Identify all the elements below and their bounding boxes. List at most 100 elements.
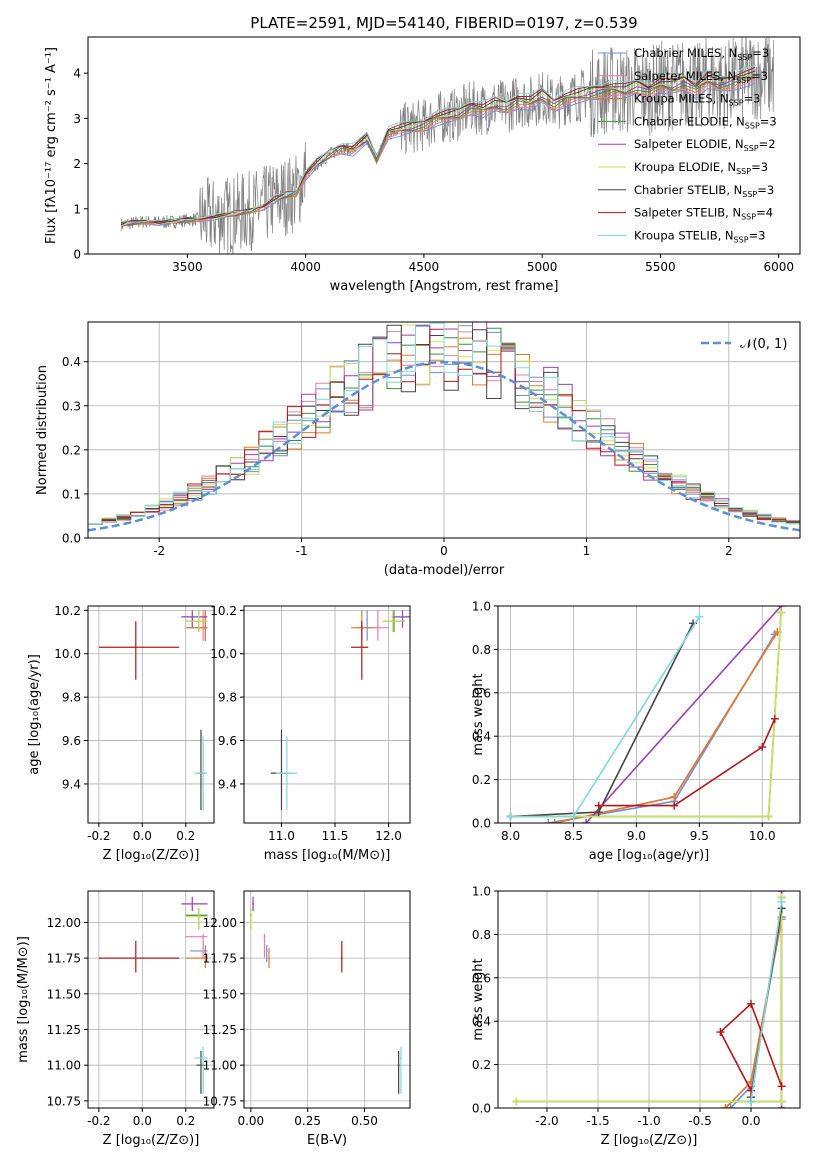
- y-tick-label: 3: [73, 112, 81, 126]
- x-tick-label: 10.0: [749, 829, 776, 843]
- weight-marker: [695, 612, 704, 621]
- legend-entry-count: =3: [751, 69, 768, 83]
- y-tick-label: 9.6: [218, 734, 237, 748]
- weight-line: [510, 612, 782, 818]
- y-tick-label: 0.4: [472, 1015, 491, 1029]
- y-tick-label: 11.75: [203, 952, 237, 966]
- x-axis-label: (data-model)/error: [384, 563, 505, 578]
- panel-mass-vs-Z: -0.2 0.0 0.2 10.75 11.00 11.25 11.50 11.75 12.00…: [16, 890, 215, 1148]
- y-tick-label: 10.2: [54, 604, 81, 618]
- weight-marker: [544, 819, 553, 823]
- y-tick-label: 0: [73, 248, 81, 262]
- y-tick-label: 0.2: [62, 443, 81, 457]
- weight-marker: [670, 792, 679, 801]
- y-tick-label: 0.6: [472, 686, 491, 700]
- x-tick-label: 0.50: [351, 1114, 378, 1128]
- y-tick-label: 0.4: [62, 355, 81, 369]
- model-spectrum-line: [121, 76, 756, 227]
- legend-entry-subscript: SSP: [737, 53, 752, 62]
- panel-spectrum: 3500 4000 4500 5000 5500 6000 0 1 2 3 4 wavelength …: [44, 36, 801, 294]
- plot-area-mass-vs-ebv: [249, 896, 402, 1094]
- y-tick-label: 11.50: [47, 987, 81, 1001]
- plot-area-age-vs-Z: [98, 610, 208, 810]
- y-axis-label: mass weight: [471, 673, 486, 755]
- x-tick-label: -0.5: [688, 1114, 711, 1128]
- weight-marker: [777, 897, 786, 906]
- y-tick-label: 0.0: [62, 532, 81, 546]
- weight-marker: [764, 812, 773, 821]
- y-tick-label: 9.8: [218, 691, 237, 705]
- x-tick-label: -1: [296, 544, 308, 558]
- plot-area-age-vs-mass: [270, 610, 410, 810]
- y-tick-label: 10.75: [203, 1094, 237, 1108]
- x-tick-label: 0.2: [176, 1114, 195, 1128]
- weight-marker: [550, 819, 559, 823]
- y-tick-label: 2: [73, 157, 81, 171]
- x-tick-label: 6000: [763, 260, 794, 274]
- legend-entry-subscript: SSP: [729, 99, 744, 108]
- legend-entry: Salpeter MILES, NSSP=3: [634, 69, 768, 85]
- legend-entry: 𝒩(0, 1): [740, 337, 787, 352]
- legend-entry-label: Kroupa ELODIE, N: [634, 160, 736, 174]
- y-axis-label: age [log₁₀(age/yr)]: [27, 654, 42, 775]
- y-tick-label: 10.75: [47, 1094, 81, 1108]
- legend-entry-count: =4: [756, 206, 773, 220]
- x-tick-label: -2.0: [535, 1114, 558, 1128]
- legend-entry: Kroupa ELODIE, NSSP=3: [634, 160, 768, 176]
- model-spectrum-line: [121, 64, 756, 223]
- x-tick-label: -1.0: [637, 1114, 660, 1128]
- y-tick-label: 9.6: [62, 734, 81, 748]
- x-tick-label: 11.5: [322, 829, 349, 843]
- legend-entry-label: Kroupa STELIB, N: [634, 228, 734, 242]
- legend-entry-subscript: SSP: [734, 235, 749, 244]
- legend-entry-subscript: SSP: [744, 144, 759, 153]
- data-spectrum-line: [120, 37, 775, 254]
- axes-frame: [243, 605, 411, 824]
- spectrum-legend: Chabrier MILES, NSSP=3 Salpeter MILES, NS…: [598, 46, 777, 244]
- x-tick-label: -0.2: [87, 829, 110, 843]
- y-tick-label: 10.0: [210, 647, 237, 661]
- y-tick-label: 1.0: [472, 885, 491, 899]
- y-tick-label: 11.50: [203, 987, 237, 1001]
- legend-entry-subscript: SSP: [736, 167, 751, 176]
- model-spectrum-line: [121, 66, 756, 223]
- weight-marker: [726, 1104, 735, 1108]
- legend-entry-count: =3: [751, 160, 768, 174]
- weight-line: [598, 718, 776, 807]
- y-axis-label: mass weight: [471, 958, 486, 1040]
- axes-frame: [497, 605, 801, 824]
- legend-entry-count: =3: [749, 228, 766, 242]
- y-tick-label: 0.6: [472, 971, 491, 985]
- y-tick-label: 12.00: [47, 916, 81, 930]
- y-tick-label: 0.8: [472, 928, 491, 942]
- x-tick-label: 12.0: [375, 829, 402, 843]
- plot-area-spectrum: [120, 37, 775, 254]
- weight-marker: [716, 1028, 725, 1037]
- weight-marker: [721, 1104, 730, 1108]
- x-tick-label: 5500: [645, 260, 676, 274]
- y-tick-label: 0.8: [472, 643, 491, 657]
- panel-age-vs-mass: 11.0 11.5 12.0 9.4 9.6 9.8 10.0 10.2 mass [log₁₀…: [210, 604, 411, 863]
- legend-entry: Kroupa STELIB, NSSP=3: [634, 228, 765, 244]
- legend-entry: Chabrier ELODIE, NSSP=3: [634, 114, 777, 130]
- y-tick-label: 11.25: [203, 1023, 237, 1037]
- weight-marker: [512, 1097, 521, 1106]
- legend-entry: Kroupa MILES, NSSP=3: [634, 92, 760, 108]
- x-tick-label: 4000: [290, 260, 321, 274]
- legend-entry: Chabrier MILES, NSSP=3: [634, 46, 769, 62]
- x-tick-label: 0.0: [133, 829, 152, 843]
- weight-line: [510, 616, 700, 818]
- x-tick-label: 4500: [409, 260, 440, 274]
- y-tick-label: 0.0: [472, 817, 491, 831]
- y-tick-label: 0.2: [472, 1058, 491, 1072]
- x-tick-label: 0.25: [294, 1114, 321, 1128]
- legend-entry-subscript: SSP: [741, 213, 756, 222]
- x-tick-label: 0.0: [133, 1114, 152, 1128]
- panel-mass-vs-ebv: 0.00 0.25 0.50 10.75 11.00 11.25 11.50 11.75 12.…: [203, 890, 411, 1148]
- y-tick-label: 10.0: [54, 647, 81, 661]
- panel-age-vs-Z: -0.2 0.0 0.2 9.4 9.6 9.8 10.0 10.2 Z [log₁₀(Z/Z⊙…: [27, 604, 215, 863]
- legend-entry-count: =2: [759, 137, 776, 151]
- y-axis-label: Flux [fλ10⁻¹⁷ erg cm⁻² s⁻¹ A⁻¹]: [44, 47, 59, 244]
- weight-marker: [594, 801, 603, 810]
